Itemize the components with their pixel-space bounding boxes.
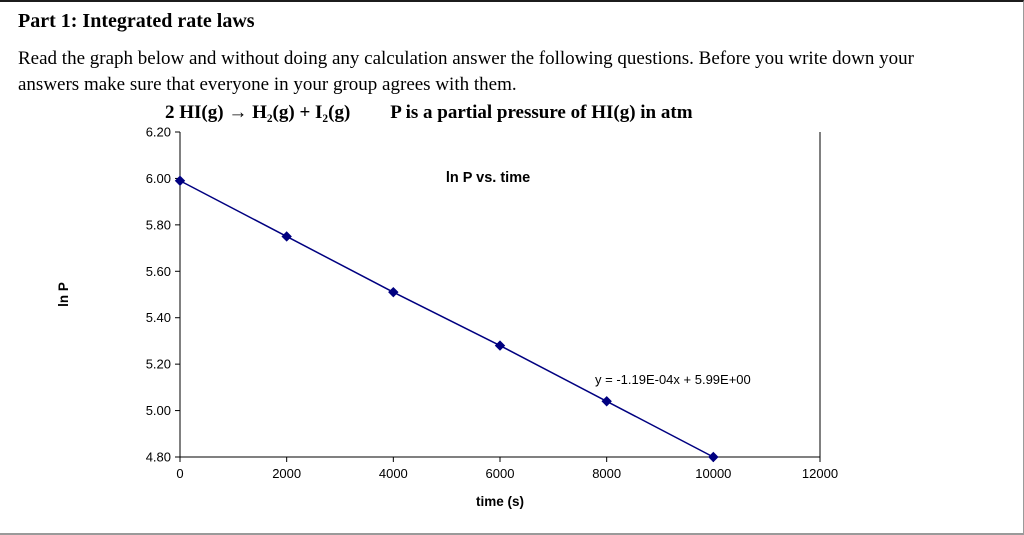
y-tick-label: 6.20 xyxy=(146,125,171,140)
y-axis-title: ln P xyxy=(56,282,71,307)
x-tick-label: 6000 xyxy=(486,466,515,481)
data-point-marker xyxy=(708,451,719,463)
y-tick-label: 5.80 xyxy=(146,217,171,232)
data-point-marker xyxy=(174,175,186,186)
y-tick-label: 6.00 xyxy=(146,171,171,186)
data-point-marker xyxy=(388,286,399,298)
x-tick-label: 0 xyxy=(176,466,183,481)
pressure-definition: P is a partial pressure of HI(g) in atm xyxy=(390,102,693,123)
series-line xyxy=(179,180,714,458)
y-tick-label: 5.60 xyxy=(146,264,171,279)
data-point-marker xyxy=(281,231,292,242)
instructions-text: Read the graph below and without doing a… xyxy=(18,48,914,96)
data-point-marker xyxy=(494,340,506,351)
data-point-marker xyxy=(601,396,612,407)
x-axis-title: time (s) xyxy=(476,494,524,509)
x-tick-label: 8000 xyxy=(592,466,621,481)
reaction-equation-row: 2 HI(g) → H₂(g) + I₂(g) P is a partial pr… xyxy=(165,102,693,124)
reaction-equation: 2 HI(g) → H₂(g) + I₂(g) xyxy=(165,102,351,123)
chart-title: ln P vs. time xyxy=(446,170,530,186)
x-tick-label: 4000 xyxy=(379,466,408,481)
y-tick-label: 5.40 xyxy=(146,310,171,325)
ln-p-vs-time-chart: 4.80 5.00 5.20 5.40 5.60 5.80 6.00 6.20 0 2000 400… xyxy=(56,125,838,510)
y-tick-label: 4.80 xyxy=(146,450,171,465)
x-tick-label: 12000 xyxy=(802,466,838,481)
x-tick-label: 2000 xyxy=(272,466,301,481)
page-title: Part 1: Integrated rate laws xyxy=(18,10,255,32)
y-tick-label: 5.00 xyxy=(146,403,171,418)
x-tick-label: 10000 xyxy=(695,466,731,481)
trendline-equation: y = -1.19E-04x + 5.99E+00 xyxy=(595,372,751,387)
y-tick-label: 5.20 xyxy=(146,357,171,372)
